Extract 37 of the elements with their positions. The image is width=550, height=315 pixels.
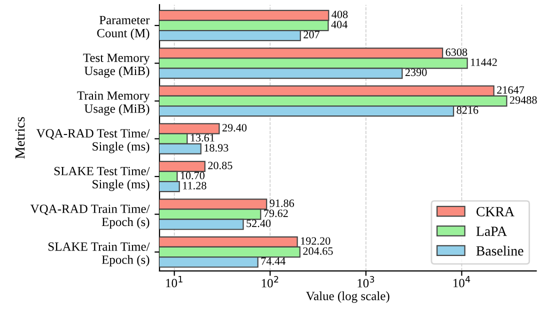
text: 192.20 [301, 237, 330, 245]
text: 6308 [446, 48, 468, 56]
text: 2390 [405, 68, 427, 76]
legend-label: Baseline [476, 246, 524, 256]
text: 29.40 [222, 124, 247, 132]
text: 204.65 [303, 247, 333, 255]
y-tick-label: VQA-RAD Train Time/ Epoch (s) [30, 204, 150, 229]
legend-label: LaPA [476, 226, 507, 236]
text: 11442 [471, 58, 497, 66]
y-tick-label: SLAKE Test Time/ Single (ms) [54, 166, 150, 191]
y-axis-title: Metrics [15, 117, 25, 159]
x-tick-label: 10$^{2}$ [262, 276, 278, 288]
text: 20.85 [208, 162, 232, 170]
text: 13.61 [190, 134, 214, 142]
y-tick-label: Test Memory Usage (MiB) [83, 54, 150, 78]
text: 207 [304, 30, 320, 38]
text: 18.93 [204, 144, 228, 152]
text: 21647 [497, 86, 524, 94]
text: 10.70 [180, 172, 205, 180]
text: 52.40 [246, 220, 271, 228]
y-tick-label: SLAKE Train Time/ Epoch (s) [48, 242, 150, 266]
x-tick-label: 10$^{3}$ [358, 276, 374, 288]
y-tick-label: VQA-RAD Test Time/ Single (ms) [36, 129, 150, 154]
text: 91.86 [270, 199, 294, 208]
legend-label: CKRA [476, 206, 514, 216]
x-tick-label: 10$^{1}$ [166, 276, 182, 288]
x-axis-title: Value (log scale) [306, 291, 390, 303]
text: 11.28 [183, 182, 206, 190]
text: 408 [332, 10, 348, 18]
text: 404 [331, 20, 348, 28]
text: 8216 [456, 106, 478, 114]
text: 29488 [510, 96, 537, 104]
x-tick-label: 10$^{4}$ [453, 276, 470, 288]
y-tick-label: Parameter Count (M) [97, 16, 150, 40]
text: 74.44 [261, 257, 286, 265]
y-tick-label: Train Memory Usage (MiB) [77, 91, 150, 116]
text: 79.62 [264, 210, 288, 218]
